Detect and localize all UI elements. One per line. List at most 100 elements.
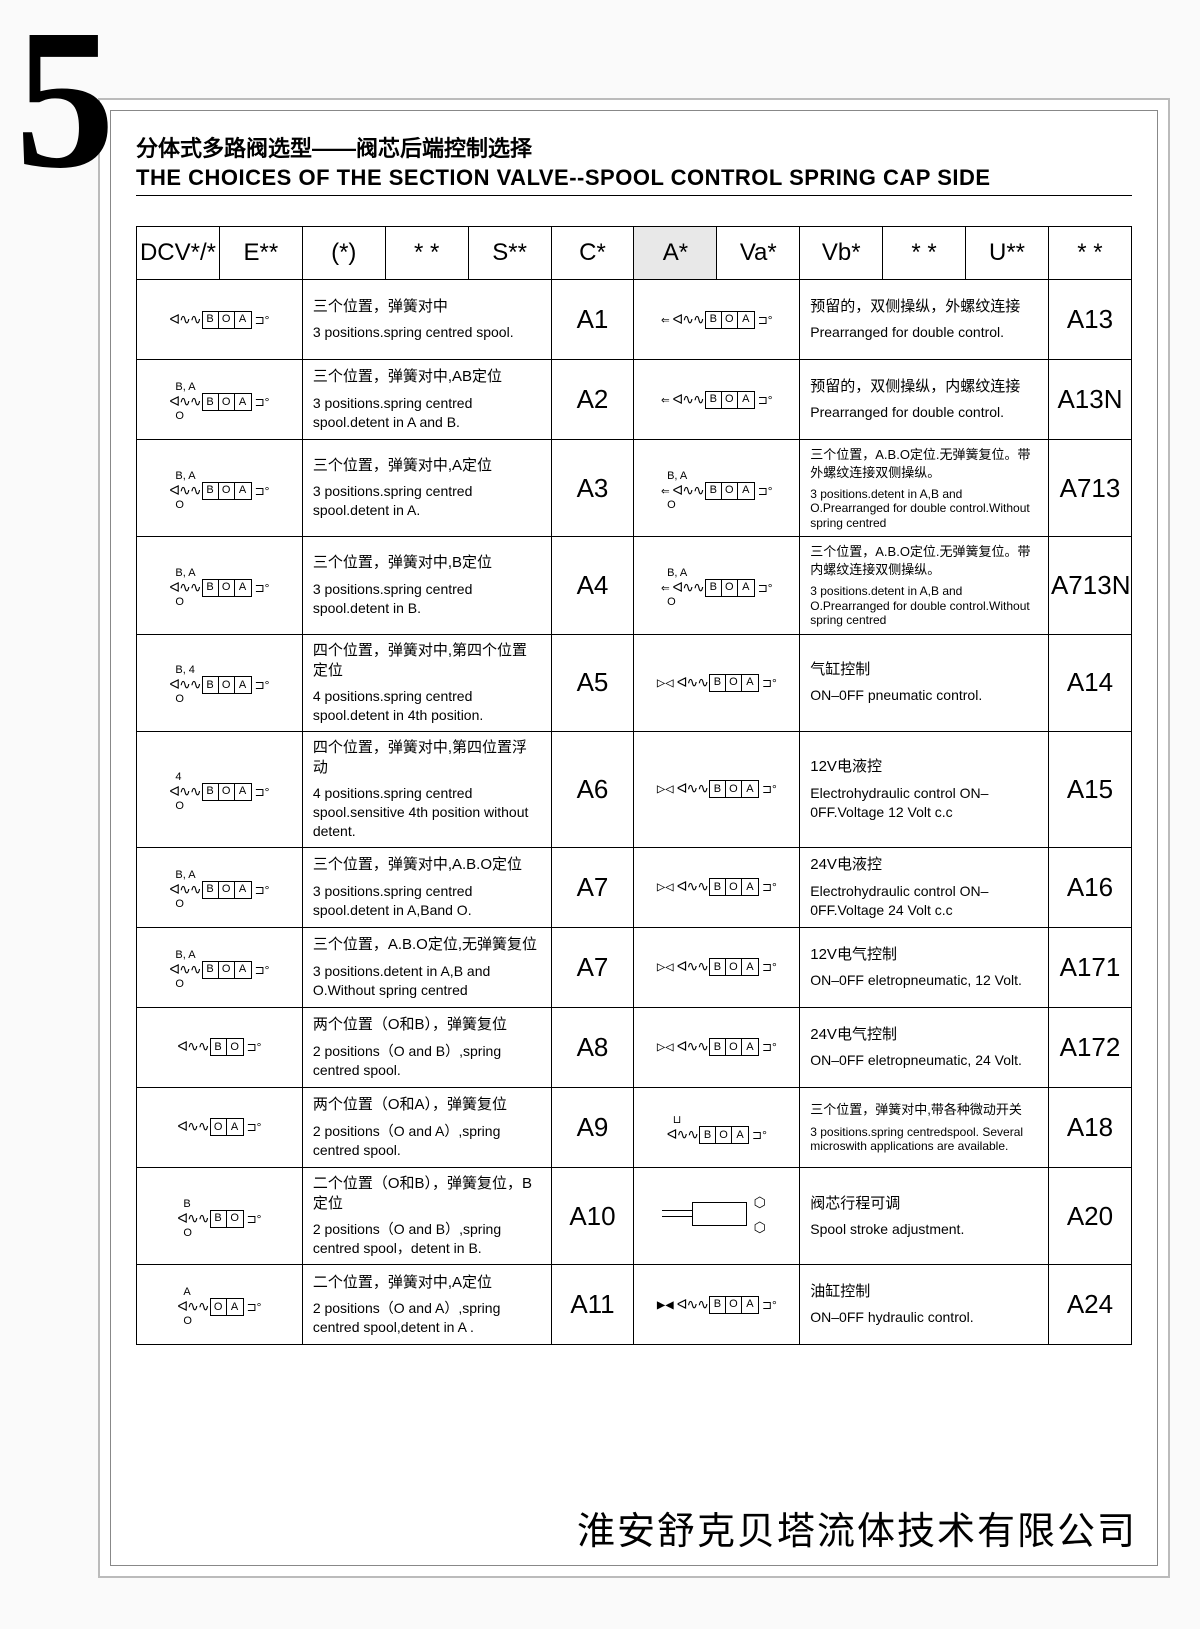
left-symbol-cell: B, A ᐊ∿∿BOA⊐° O (137, 440, 303, 537)
left-symbol-cell: ᐊ∿∿BOA⊐° (137, 280, 303, 360)
table-row: B, A ᐊ∿∿BOA⊐° O 三个位置，弹簧对中,AB定位 3 positio… (137, 360, 1132, 440)
right-desc-cell: 气缸控制 ON–0FF pneumatic control. (800, 634, 1049, 731)
desc-en: 3 positions.spring centredspool. Several… (810, 1125, 1038, 1154)
desc-en: 4 positions.spring centred spool.sensiti… (313, 784, 541, 841)
right-symbol-cell: ▷◁ᐊ∿∿BOA⊐° (634, 1007, 800, 1087)
right-code-cell: A15 (1048, 731, 1131, 847)
desc-en: 3 positions.spring centred spool. (313, 323, 541, 342)
desc-cn: 12V电气控制 (810, 945, 1038, 965)
left-symbol-cell: ᐊ∿∿OA⊐° (137, 1087, 303, 1167)
right-desc-cell: 24V电气控制 ON–0FF eletropneumatic, 24 Volt. (800, 1007, 1049, 1087)
header-cell: Vb* (800, 227, 883, 280)
inner-frame: 分体式多路阀选型——阀芯后端控制选择 THE CHOICES OF THE SE… (110, 110, 1158, 1566)
title-divider (136, 195, 1132, 196)
table-row: B, A ᐊ∿∿BOA⊐° O 三个位置，弹簧对中,A.B.O定位 3 posi… (137, 847, 1132, 927)
table-row: ᐊ∿∿OA⊐° 两个位置（O和A），弹簧复位 2 positions（O and… (137, 1087, 1132, 1167)
valve-symbol: B, A ⇐ᐊ∿∿BOA⊐° O (661, 568, 773, 608)
right-symbol-cell: B, A ⇐ᐊ∿∿BOA⊐° O (634, 440, 800, 537)
desc-en: ON–0FF eletropneumatic, 12 Volt. (810, 971, 1038, 990)
right-symbol-cell: ▷◁ᐊ∿∿BOA⊐° (634, 634, 800, 731)
desc-en: 3 positions.detent in A,B and O.Prearran… (810, 487, 1038, 530)
left-code-cell: A9 (551, 1087, 634, 1167)
left-code-cell: A1 (551, 280, 634, 360)
left-desc-cell: 三个位置，弹簧对中,AB定位 3 positions.spring centre… (302, 360, 551, 440)
desc-en: Electrohydraulic control ON–0FF.Voltage … (810, 882, 1038, 920)
valve-symbol: B, A ᐊ∿∿BOA⊐° O (169, 870, 269, 910)
desc-cn: 预留的，双侧操纵，外螺纹连接 (810, 297, 1038, 317)
right-desc-cell: 24V电液控 Electrohydraulic control ON–0FF.V… (800, 847, 1049, 927)
left-symbol-cell: ᐊ∿∿BO⊐° (137, 1007, 303, 1087)
right-symbol-cell: ⇐ᐊ∿∿BOA⊐° (634, 360, 800, 440)
left-desc-cell: 三个位置，弹簧对中,B定位 3 positions.spring centred… (302, 537, 551, 634)
right-code-cell: A16 (1048, 847, 1131, 927)
valve-symbol: B ᐊ∿∿BO⊐° O (177, 1199, 261, 1239)
left-desc-cell: 三个位置，弹簧对中,A定位 3 positions.spring centred… (302, 440, 551, 537)
valve-symbol: B, A ᐊ∿∿BOA⊐° O (169, 382, 269, 422)
valve-symbol: ⊔ ᐊ∿∿BOA⊐° (667, 1115, 767, 1144)
table-row: ᐊ∿∿BOA⊐° 三个位置，弹簧对中 3 positions.spring ce… (137, 280, 1132, 360)
left-code-cell: A6 (551, 731, 634, 847)
header-cell: E** (219, 227, 302, 280)
right-symbol-cell: ⊔ ᐊ∿∿BOA⊐° (634, 1087, 800, 1167)
desc-cn: 四个位置，弹簧对中,第四个位置定位 (313, 641, 541, 682)
desc-en: Electrohydraulic control ON–0FF.Voltage … (810, 784, 1038, 822)
right-desc-cell: 预留的，双侧操纵，内螺纹连接 Prearranged for double co… (800, 360, 1049, 440)
right-desc-cell: 三个位置，弹簧对中,带各种微动开关 3 positions.spring cen… (800, 1087, 1049, 1167)
desc-en: ON–0FF pneumatic control. (810, 686, 1038, 705)
header-cell: U** (966, 227, 1049, 280)
left-code-cell: A8 (551, 1007, 634, 1087)
desc-en: Spool stroke adjustment. (810, 1220, 1038, 1239)
outer-frame: 分体式多路阀选型——阀芯后端控制选择 THE CHOICES OF THE SE… (98, 98, 1170, 1578)
valve-symbol: ᐊ∿∿OA⊐° (177, 1118, 261, 1136)
left-symbol-cell: B, A ᐊ∿∿BOA⊐° O (137, 537, 303, 634)
valve-symbol: ᐊ∿∿BO⊐° (177, 1038, 261, 1056)
left-symbol-cell: 4 ᐊ∿∿BOA⊐° O (137, 731, 303, 847)
table-row: A ᐊ∿∿OA⊐° O 二个位置，弹簧对中,A定位 2 positions（O … (137, 1265, 1132, 1345)
desc-en: 3 positions.spring centred spool.detent … (313, 394, 541, 432)
desc-cn: 三个位置，弹簧对中 (313, 297, 541, 317)
left-desc-cell: 四个位置，弹簧对中,第四位置浮动 4 positions.spring cent… (302, 731, 551, 847)
right-code-cell: A20 (1048, 1167, 1131, 1264)
left-desc-cell: 三个位置，弹簧对中,A.B.O定位 3 positions.spring cen… (302, 847, 551, 927)
header-cell: Va* (717, 227, 800, 280)
header-cell: * * (385, 227, 468, 280)
desc-en: 2 positions（O and A）,spring centred spoo… (313, 1122, 541, 1160)
table-row: B, A ᐊ∿∿BOA⊐° O 三个位置，弹簧对中,A定位 3 position… (137, 440, 1132, 537)
desc-en: 2 positions（O and A）,spring centred spoo… (313, 1299, 541, 1337)
left-desc-cell: 三个位置，弹簧对中 3 positions.spring centred spo… (302, 280, 551, 360)
valve-symbol: B, A ᐊ∿∿BOA⊐° O (169, 950, 269, 990)
table-row: B ᐊ∿∿BO⊐° O 二个位置（O和B），弹簧复位，B定位 2 positio… (137, 1167, 1132, 1264)
right-code-cell: A14 (1048, 634, 1131, 731)
desc-cn: 二个位置，弹簧对中,A定位 (313, 1273, 541, 1293)
left-symbol-cell: A ᐊ∿∿OA⊐° O (137, 1265, 303, 1345)
right-code-cell: A172 (1048, 1007, 1131, 1087)
desc-cn: 三个位置，弹簧对中,A定位 (313, 456, 541, 476)
header-cell: (*) (302, 227, 385, 280)
page-number: 5 (15, 15, 115, 185)
left-symbol-cell: B ᐊ∿∿BO⊐° O (137, 1167, 303, 1264)
valve-symbol: B, A ⇐ᐊ∿∿BOA⊐° O (661, 471, 773, 511)
left-code-cell: A10 (551, 1167, 634, 1264)
desc-en: 3 positions.spring centred spool.detent … (313, 882, 541, 920)
desc-cn: 三个位置，弹簧对中,带各种微动开关 (810, 1101, 1038, 1119)
left-desc-cell: 二个位置（O和B），弹簧复位，B定位 2 positions（O and B）,… (302, 1167, 551, 1264)
right-desc-cell: 12V电气控制 ON–0FF eletropneumatic, 12 Volt. (800, 927, 1049, 1007)
spec-table: DCV*/*E**(*)* *S**C*A*Va*Vb** *U*** * ᐊ∿… (136, 226, 1132, 1345)
valve-symbol: ▷◁ᐊ∿∿BOA⊐° (657, 674, 777, 692)
left-code-cell: A3 (551, 440, 634, 537)
header-cell: A* (634, 227, 717, 280)
right-symbol-cell: ⇐ᐊ∿∿BOA⊐° (634, 280, 800, 360)
table-header-row: DCV*/*E**(*)* *S**C*A*Va*Vb** *U*** * (137, 227, 1132, 280)
left-desc-cell: 三个位置，A.B.O定位,无弹簧复位 3 positions.detent in… (302, 927, 551, 1007)
left-code-cell: A7 (551, 847, 634, 927)
right-code-cell: A13N (1048, 360, 1131, 440)
desc-cn: 两个位置（O和A），弹簧复位 (313, 1095, 541, 1115)
header-cell: * * (1048, 227, 1131, 280)
header-cell: C* (551, 227, 634, 280)
left-code-cell: A7 (551, 927, 634, 1007)
left-desc-cell: 两个位置（O和B），弹簧复位 2 positions（O and B）,spri… (302, 1007, 551, 1087)
desc-cn: 三个位置，弹簧对中,A.B.O定位 (313, 855, 541, 875)
desc-cn: 油缸控制 (810, 1282, 1038, 1302)
right-desc-cell: 三个位置，A.B.O定位.无弹簧复位。带外螺纹连接双侧操纵。 3 positio… (800, 440, 1049, 537)
stroke-adjust-symbol: ⬡⬡ (662, 1192, 772, 1236)
